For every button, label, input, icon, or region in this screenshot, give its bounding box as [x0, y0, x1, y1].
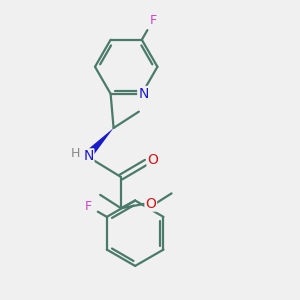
- Text: O: O: [145, 197, 156, 211]
- Text: F: F: [149, 14, 157, 27]
- Polygon shape: [85, 128, 114, 158]
- Text: N: N: [83, 149, 94, 163]
- Text: N: N: [138, 87, 148, 101]
- Text: H: H: [71, 147, 80, 160]
- Text: F: F: [85, 200, 92, 213]
- Text: O: O: [147, 153, 158, 167]
